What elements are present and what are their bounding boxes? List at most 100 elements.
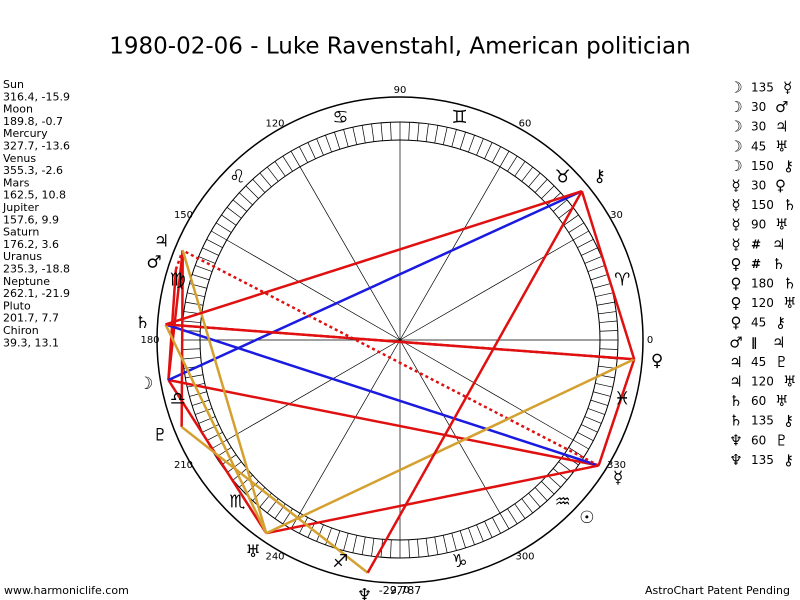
planet-position: 201.7, 7.7 xyxy=(3,312,59,325)
planet-glyph: ♀ xyxy=(651,351,663,371)
band-tick xyxy=(468,135,475,153)
band-tick xyxy=(442,127,448,145)
aspect-type: 30 xyxy=(751,100,766,114)
spoke xyxy=(226,339,401,441)
spoke xyxy=(399,339,574,441)
aspect-to: ♃ xyxy=(775,118,788,136)
planet-name: Saturn xyxy=(3,226,39,239)
sign-glyph: ♈ xyxy=(614,269,630,290)
aspect-type: 120 xyxy=(751,296,774,310)
sign-glyph: ♌ xyxy=(229,166,245,187)
aspect-line xyxy=(167,379,268,534)
band-tick xyxy=(442,535,448,553)
band-tick xyxy=(593,391,611,397)
band-tick xyxy=(590,274,609,281)
degree-label: 150 xyxy=(174,210,193,221)
aspect-line xyxy=(165,323,635,361)
planet-glyph: ♆ xyxy=(357,586,372,600)
aspect-from: ♀ xyxy=(731,255,742,273)
band-tick xyxy=(215,222,232,233)
aspect-to: ⚷ xyxy=(775,314,786,332)
band-tick xyxy=(577,239,594,248)
band-tick xyxy=(425,123,429,142)
band-tick xyxy=(507,155,518,172)
aspect-from: ♀ xyxy=(731,275,742,293)
band-tick xyxy=(584,416,602,424)
aspect-type: 30 xyxy=(751,179,766,193)
spoke xyxy=(226,239,401,341)
aspect-from: ♆ xyxy=(729,451,742,469)
planet-name: Neptune xyxy=(3,275,50,288)
band-tick xyxy=(581,247,598,256)
degree-label: 210 xyxy=(174,460,193,471)
degree-label: 90 xyxy=(394,85,407,96)
planet-position: 355.3, -2.6 xyxy=(3,164,63,177)
band-tick xyxy=(325,135,332,153)
band-tick xyxy=(499,513,510,529)
band-tick xyxy=(211,439,227,450)
planet-position: 235.3, -18.8 xyxy=(3,263,70,276)
aspect-from: ♄ xyxy=(729,392,742,410)
bottom-label: -29,787 xyxy=(379,584,421,597)
band-tick xyxy=(343,129,349,147)
spoke xyxy=(299,339,401,514)
band-tick xyxy=(534,179,548,193)
degree-label: 180 xyxy=(140,335,159,346)
aspect-type: 135 xyxy=(751,453,774,467)
band-tick xyxy=(514,161,526,177)
aspect-from: ☽ xyxy=(729,98,742,116)
band-tick xyxy=(484,142,493,159)
band-tick xyxy=(316,138,324,156)
planet-position: 327.7, -13.6 xyxy=(3,140,70,153)
aspect-list: ☽ 135 ☿ ☽ 30 ♂ ☽ 30 ♃ ☽ 45 ♅ ☽ 150 ⚷ ☿ 30 ♀ ☿ 150 ♄ ☿ 90 ♅ ☿ # ♃ ♀ #… xyxy=(729,79,796,469)
aspect-from: ☿ xyxy=(731,235,740,253)
band-tick xyxy=(334,530,341,549)
degree-label: 300 xyxy=(515,552,534,563)
wheel-labels: 0 30 60 90 120 150 180 210 240 270 300 330 ♈ ♉ ♊ ♋ ♌ ♍ ♎ ♏ ♐… xyxy=(135,85,663,600)
band-tick xyxy=(232,199,248,212)
sign-glyph: ♍ xyxy=(170,269,186,290)
aspect-type: 180 xyxy=(751,277,774,291)
aspect-to: ♃ xyxy=(772,235,785,253)
band-tick xyxy=(211,230,227,241)
sign-glyph: ♎ xyxy=(170,389,186,410)
band-tick xyxy=(226,207,242,219)
aspect-from: ☿ xyxy=(731,177,740,195)
band-tick xyxy=(417,122,420,141)
band-tick xyxy=(182,320,201,323)
footer-left: www.harmoniclife.com xyxy=(4,584,129,597)
planet-name: Mercury xyxy=(3,127,48,140)
band-tick xyxy=(459,131,466,150)
band-tick xyxy=(221,454,237,466)
band-tick xyxy=(528,492,541,508)
band-tick xyxy=(371,123,375,142)
sign-glyph: ♐ xyxy=(332,551,348,572)
degree-label: 270 xyxy=(390,585,409,596)
aspect-type: 120 xyxy=(751,375,774,389)
band-tick xyxy=(206,432,223,441)
aspect-line xyxy=(168,378,599,467)
planet-glyph: ☿ xyxy=(613,468,623,488)
band-tick xyxy=(408,539,410,558)
planet-glyph: ♇ xyxy=(153,425,168,445)
band-tick xyxy=(202,247,219,256)
band-tick xyxy=(195,408,213,415)
band-tick xyxy=(380,122,383,141)
aspect-from: ☽ xyxy=(729,137,742,155)
band-tick xyxy=(325,527,332,545)
aspect-from: ♆ xyxy=(729,431,742,449)
aspect-to: ♄ xyxy=(783,275,796,293)
band-tick xyxy=(434,125,439,144)
degree-label: 120 xyxy=(265,118,284,129)
band-tick xyxy=(202,424,219,433)
band-tick xyxy=(195,265,213,272)
band-tick xyxy=(476,138,484,156)
planet-position: 262.1, -21.9 xyxy=(3,287,70,300)
spoke xyxy=(399,166,501,341)
planet-position: 39.3, 13.1 xyxy=(3,336,59,349)
planet-glyph: ♄ xyxy=(135,313,150,333)
outer-circle xyxy=(156,96,644,584)
